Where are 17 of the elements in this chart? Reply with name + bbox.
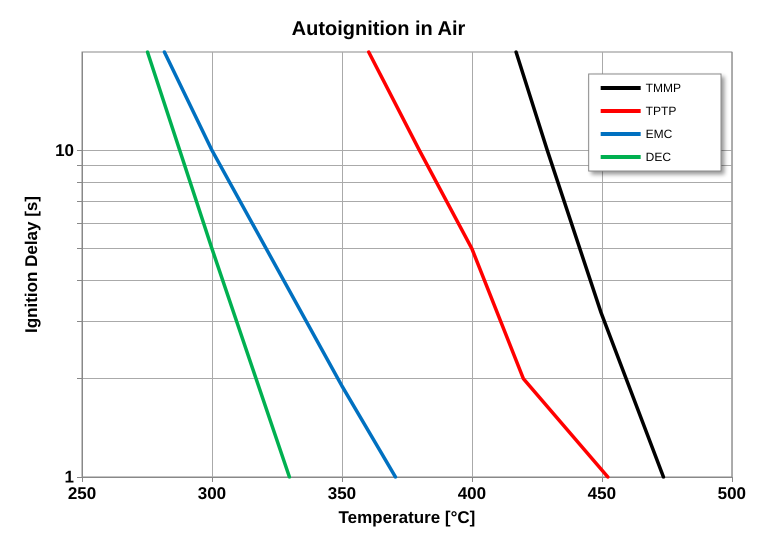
x-axis-title: Temperature [°C] xyxy=(338,508,476,527)
x-tick-label: 400 xyxy=(458,484,486,503)
y-tick-label: 10 xyxy=(55,140,74,160)
y-tick-label: 1 xyxy=(64,468,74,486)
x-tick-label: 300 xyxy=(198,484,226,503)
y-axis-title: Ignition Delay [s] xyxy=(22,196,41,333)
legend-label: TPTP xyxy=(646,104,676,118)
x-tick-label: 500 xyxy=(718,484,746,503)
x-tick-label: 350 xyxy=(328,484,356,503)
line-series xyxy=(366,50,610,479)
legend-label: EMC xyxy=(646,127,673,141)
legend-label: DEC xyxy=(646,150,672,164)
chart-title: Autoignition in Air xyxy=(292,18,466,40)
line-series xyxy=(162,50,398,479)
x-tick-label: 250 xyxy=(68,484,96,503)
x-tick-label: 450 xyxy=(588,484,616,503)
legend-label: TMMP xyxy=(646,81,681,95)
